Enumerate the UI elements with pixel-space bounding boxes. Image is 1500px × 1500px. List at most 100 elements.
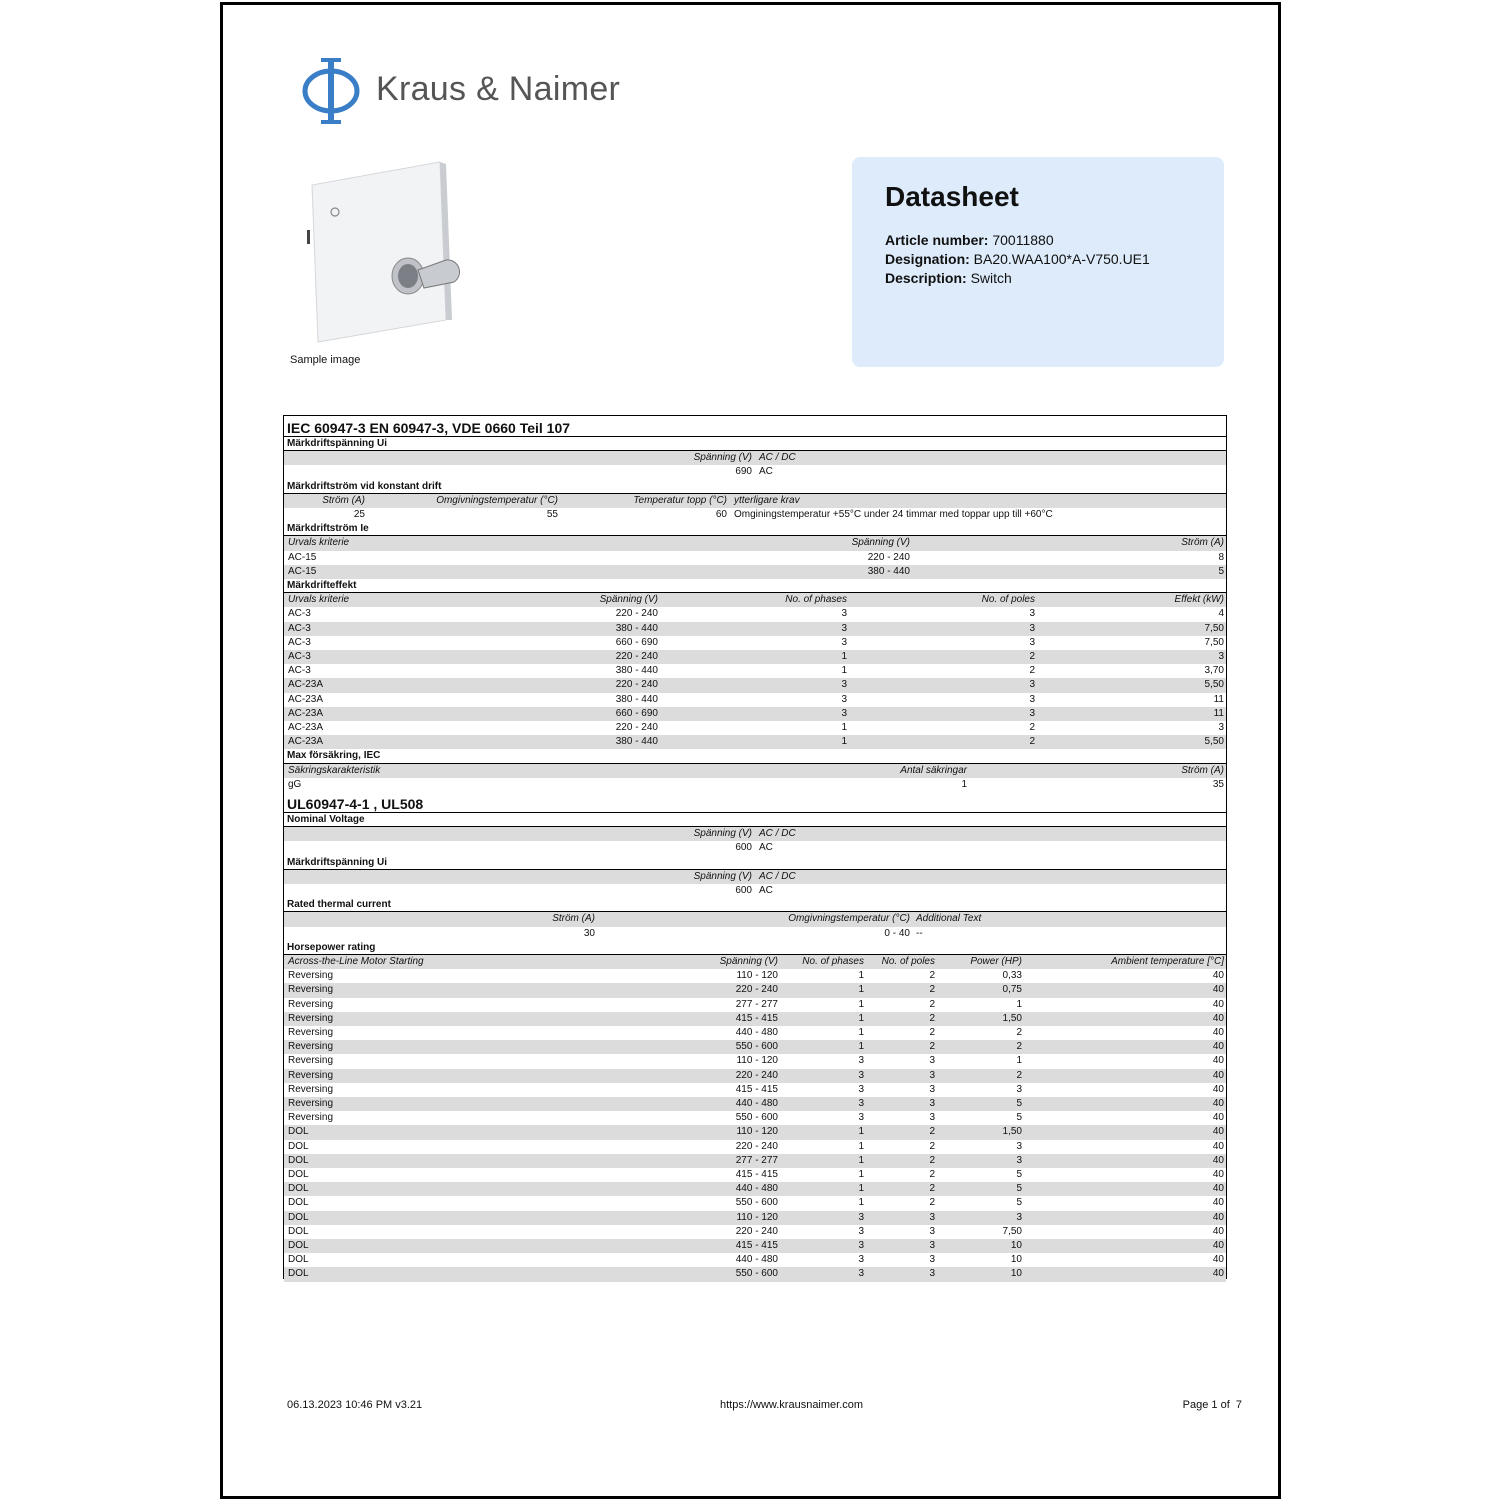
table-cell: 3 <box>858 1112 864 1124</box>
table-cell: AC-3 <box>288 651 311 662</box>
table-cell: 1 <box>858 1169 864 1180</box>
table-cell: 40 <box>1212 1069 1224 1081</box>
table-cell: 2 <box>929 1027 935 1038</box>
table-row: DOL 110 - 120 3 3 3 40 <box>284 1210 1226 1225</box>
table-cell: 1 <box>1016 998 1022 1010</box>
table-cell: 1 <box>858 984 864 996</box>
column-header-row: Ström (A) Omgivningstemperatur (°C) Temper… <box>284 493 1226 508</box>
table-cell: 1 <box>858 1154 864 1166</box>
table-cell: Reversing <box>288 1012 334 1024</box>
table-cell: 3 <box>1029 707 1035 719</box>
section-title: Märkdriftspänning Ui <box>284 856 1226 870</box>
table-row: AC-23A 220 - 240 1 2 3 <box>284 721 1226 735</box>
table-cell: 3 <box>841 636 847 648</box>
table-cell: 5 <box>1016 1197 1022 1209</box>
table-cell: 2 <box>1029 722 1035 733</box>
table-cell: 40 <box>1212 1254 1224 1266</box>
table-cell: 40 <box>1212 1154 1224 1166</box>
section-title-text: Max försäkring, IEC <box>287 750 381 762</box>
table-cell: 0 - 40 <box>884 927 910 939</box>
table-cell: 3 <box>858 1055 864 1067</box>
standard-heading-text: IEC 60947-3 EN 60947-3, VDE 0660 Teil 10… <box>287 420 571 436</box>
section-title: Horsepower rating <box>284 941 1226 955</box>
table-cell: 1,50 <box>1002 1012 1022 1024</box>
table-cell: 3 <box>858 1240 864 1251</box>
table-row: AC-23A 380 - 440 3 3 11 <box>284 693 1226 707</box>
table-cell: 5,50 <box>1204 679 1224 691</box>
table-cell: 3 <box>841 693 847 705</box>
column-header: Ambient temperature [°C] <box>1111 956 1224 967</box>
column-header-row: Urvals kriterie Spänning (V) Ström (A) <box>284 536 1226 551</box>
section-title-text: Nominal Voltage <box>287 814 365 825</box>
column-header: Spänning (V) <box>693 452 752 464</box>
table-cell: 40 <box>1212 1240 1224 1251</box>
table-cell: 3 <box>858 1083 864 1095</box>
table-cell: 2 <box>1029 736 1035 748</box>
table-cell: 415 - 415 <box>735 1083 778 1095</box>
table-cell: 10 <box>1010 1240 1022 1251</box>
table-cell: Reversing <box>288 1098 334 1109</box>
table-cell: 415 - 415 <box>735 1240 778 1251</box>
column-header: Omgivningstemperatur (°C) <box>436 494 558 506</box>
table-cell: 30 <box>583 927 595 939</box>
column-header: Urvals kriterie <box>288 594 350 606</box>
table-cell: 40 <box>1212 1098 1224 1109</box>
table-cell: 380 - 440 <box>615 665 658 677</box>
table-cell: gG <box>288 778 302 790</box>
table-cell: 40 <box>1212 998 1224 1010</box>
table-cell: Reversing <box>288 1083 334 1095</box>
table-cell: 3 <box>929 1112 935 1124</box>
table-cell: DOL <box>288 1254 309 1266</box>
table-cell: Reversing <box>288 970 334 982</box>
section-title-text: Rated thermal current <box>287 899 391 911</box>
table-row: Reversing 550 - 600 1 2 2 40 <box>284 1040 1226 1055</box>
table-row: DOL 110 - 120 1 2 1,50 40 <box>284 1125 1226 1140</box>
column-header: Additional Text <box>916 913 982 925</box>
table-cell: AC-3 <box>288 665 311 677</box>
specification-table: IEC 60947-3 EN 60947-3, VDE 0660 Teil 10… <box>283 415 1227 1282</box>
table-cell: 5 <box>1016 1183 1022 1195</box>
table-cell: 3 <box>1016 1154 1022 1166</box>
footer-website-link[interactable]: https://www.krausnaimer.com <box>720 1399 864 1411</box>
table-cell: 35 <box>1212 778 1224 790</box>
table-row: AC-23A 660 - 690 3 3 11 <box>284 706 1226 721</box>
table-cell: 3 <box>929 1211 935 1223</box>
table-cell: 660 - 690 <box>615 636 658 648</box>
column-header: ytterligare krav <box>734 494 800 506</box>
table-cell: 220 - 240 <box>735 1225 778 1237</box>
table-cell: 2 <box>1029 651 1035 662</box>
table-cell: 3 <box>929 1083 935 1095</box>
table-cell: 220 - 240 <box>615 722 658 733</box>
table-row: DOL 440 - 480 3 3 10 40 <box>284 1253 1226 1267</box>
table-cell: 60 <box>715 509 727 520</box>
table-cell: 277 - 277 <box>735 1154 778 1166</box>
table-row: 30 0 - 40 -- <box>284 927 1226 941</box>
table-cell: 2 <box>929 984 935 996</box>
table-cell: 3 <box>858 1211 864 1223</box>
section-title: Nominal Voltage <box>284 813 1226 828</box>
table-cell: 220 - 240 <box>735 1140 778 1152</box>
table-cell: 3 <box>1016 1140 1022 1152</box>
table-cell: 3 <box>858 1098 864 1109</box>
table-cell: 3 <box>1029 679 1035 691</box>
table-cell: 10 <box>1010 1254 1022 1266</box>
table-cell: 1 <box>961 778 967 790</box>
table-cell: 1 <box>858 1012 864 1024</box>
product-image <box>307 161 460 343</box>
standard-heading-text: UL60947-4-1 , UL508 <box>287 796 424 812</box>
table-cell: 2 <box>929 1154 935 1166</box>
table-row: AC-15 380 - 440 5 <box>284 564 1226 579</box>
page-border <box>220 2 1281 1499</box>
table-cell: 2 <box>929 1169 935 1180</box>
table-cell: 2 <box>1016 1069 1022 1081</box>
description: Description: Switch <box>885 270 1012 286</box>
table-cell: 5 <box>1016 1112 1022 1124</box>
table-cell: 5 <box>1016 1169 1022 1180</box>
column-header: AC / DC <box>759 828 796 840</box>
column-header: Spänning (V) <box>719 956 778 967</box>
table-cell: 110 - 120 <box>736 970 778 982</box>
table-row: DOL 550 - 600 3 3 10 40 <box>284 1267 1226 1282</box>
section-title: Märkdriftström Ie <box>284 522 1226 537</box>
table-cell: 440 - 480 <box>735 1183 778 1195</box>
table-cell: 7,50 <box>1002 1225 1022 1237</box>
